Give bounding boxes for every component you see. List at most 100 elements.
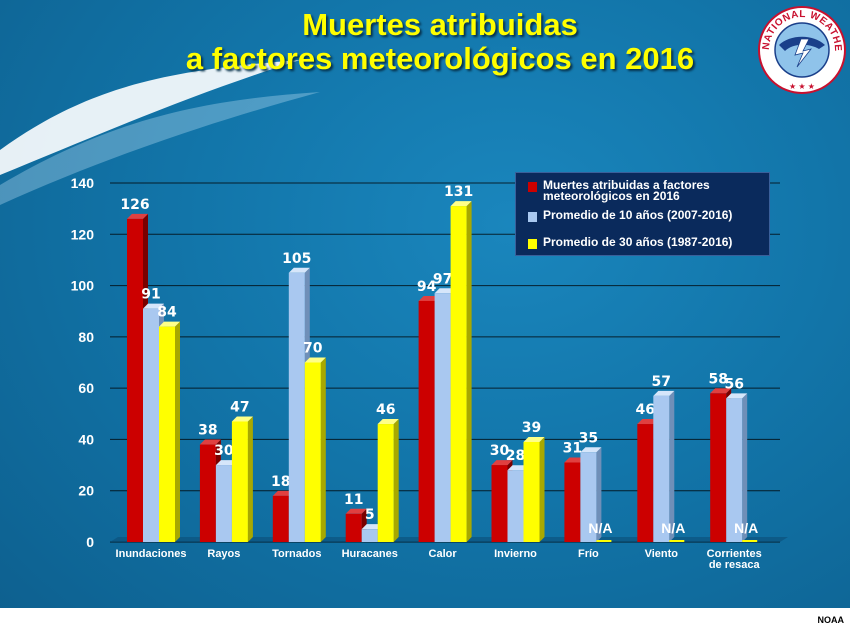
bar-na-base [669, 540, 685, 542]
page-title: Muertes atribuidas a factores meteorológ… [0, 8, 850, 76]
x-tick-label: Inundaciones [116, 548, 187, 560]
data-label-na: N/A [661, 520, 685, 536]
bar [377, 424, 394, 542]
bar-top [418, 295, 440, 301]
data-label: 30 [214, 443, 234, 459]
footer-bar [0, 608, 850, 638]
bar-side [596, 447, 602, 542]
legend-swatch-2016 [528, 182, 537, 192]
bar-side [320, 357, 326, 542]
bar-top [304, 357, 326, 363]
bar-top [726, 393, 748, 399]
bar-na-base [742, 540, 758, 542]
bar [523, 441, 540, 542]
bar [272, 495, 289, 542]
bar-side [393, 419, 399, 542]
bar-top [710, 388, 732, 394]
legend-swatch-30yr [528, 239, 537, 249]
data-label: 58 [708, 371, 727, 387]
legend-label-2016: Muertes atribuidas a factores meteorológ… [543, 178, 710, 203]
chart-legend: Muertes atribuidas a factores meteorológ… [515, 172, 770, 256]
bar [564, 462, 581, 542]
y-tick-label: 140 [71, 175, 95, 191]
y-tick-label: 40 [78, 431, 94, 447]
bar [726, 398, 743, 542]
data-label: 97 [433, 271, 452, 287]
x-tick-label: Huracanes [342, 548, 398, 560]
bar [231, 421, 248, 542]
bar-top [491, 460, 513, 466]
bar [637, 424, 654, 542]
x-tick-label: Tornados [272, 548, 321, 560]
data-label: 30 [490, 443, 510, 459]
x-tick-label: Invierno [494, 548, 537, 560]
legend-swatch-10yr [528, 212, 537, 222]
y-tick-label: 80 [78, 329, 94, 345]
title-line-2: a factores meteorológicos en 2016 [185, 41, 695, 76]
data-label: 126 [120, 197, 149, 213]
bar [304, 362, 321, 542]
bar [361, 529, 378, 542]
data-label: 131 [444, 184, 473, 200]
bar [418, 300, 435, 542]
bar-chart: 0 20 40 60 80 100 120 140 126 91 84 Inundaciones 38 3… [71, 175, 788, 571]
bar-top [199, 439, 221, 445]
bar-top [143, 303, 164, 309]
x-tick-label: Rayos [207, 548, 240, 560]
bar-top [272, 490, 294, 496]
bar-side [742, 393, 748, 542]
bar-top [637, 419, 659, 425]
bar [580, 452, 597, 542]
bar [710, 393, 727, 542]
bar-top [288, 267, 310, 273]
bar-top [450, 201, 472, 207]
y-tick-label: 60 [78, 380, 94, 396]
bar-top [377, 419, 399, 425]
bar [288, 272, 305, 542]
data-label: 94 [417, 279, 437, 295]
title-line-1: Muertes atribuidas [302, 7, 578, 42]
bar-top [507, 465, 529, 471]
bar-top [345, 508, 367, 514]
credit-label: NOAA [817, 615, 845, 625]
data-label: 5 [365, 507, 375, 523]
data-label-na: N/A [588, 520, 612, 536]
data-label: 91 [141, 287, 160, 303]
legend-item-2016: Muertes atribuidas a factores meteorológ… [528, 178, 764, 203]
y-tick-label: 20 [78, 483, 94, 499]
data-label: 35 [579, 430, 598, 446]
bar-top [653, 390, 675, 396]
legend-label-30yr: Promedio de 30 años (1987-2016) [543, 235, 733, 249]
data-label: 105 [282, 251, 311, 267]
data-label: 70 [303, 341, 323, 357]
legend-item-10yr: Promedio de 10 años (2007-2016) [528, 209, 764, 222]
nws-logo: NATIONAL WEATHER SERVICE ★ ★ ★ [757, 5, 846, 94]
bar [491, 465, 508, 542]
data-label: 57 [652, 374, 671, 390]
bar-top [159, 321, 180, 327]
x-tick-label: Corrientes [707, 548, 762, 560]
data-label: 46 [376, 402, 395, 418]
bar-top [127, 213, 148, 219]
bar-top [580, 447, 602, 453]
bar [345, 513, 362, 542]
y-tick-label: 0 [86, 534, 94, 550]
x-tick-label: Calor [429, 548, 458, 560]
bar [653, 395, 670, 542]
bar-top [361, 524, 383, 530]
x-tick-label: Frío [578, 548, 599, 560]
bar [143, 308, 159, 542]
bar-na-base [596, 540, 612, 542]
data-label: 11 [344, 492, 363, 508]
data-label: 31 [563, 441, 582, 457]
svg-text:★ ★ ★: ★ ★ ★ [789, 82, 815, 91]
bar [450, 206, 467, 543]
bar-side [247, 416, 253, 542]
bar-top [523, 436, 545, 442]
x-tick-label: Viento [645, 548, 679, 560]
data-label: 46 [636, 402, 655, 418]
x-tick-label: de resaca [709, 559, 761, 571]
data-label: 56 [724, 376, 743, 392]
